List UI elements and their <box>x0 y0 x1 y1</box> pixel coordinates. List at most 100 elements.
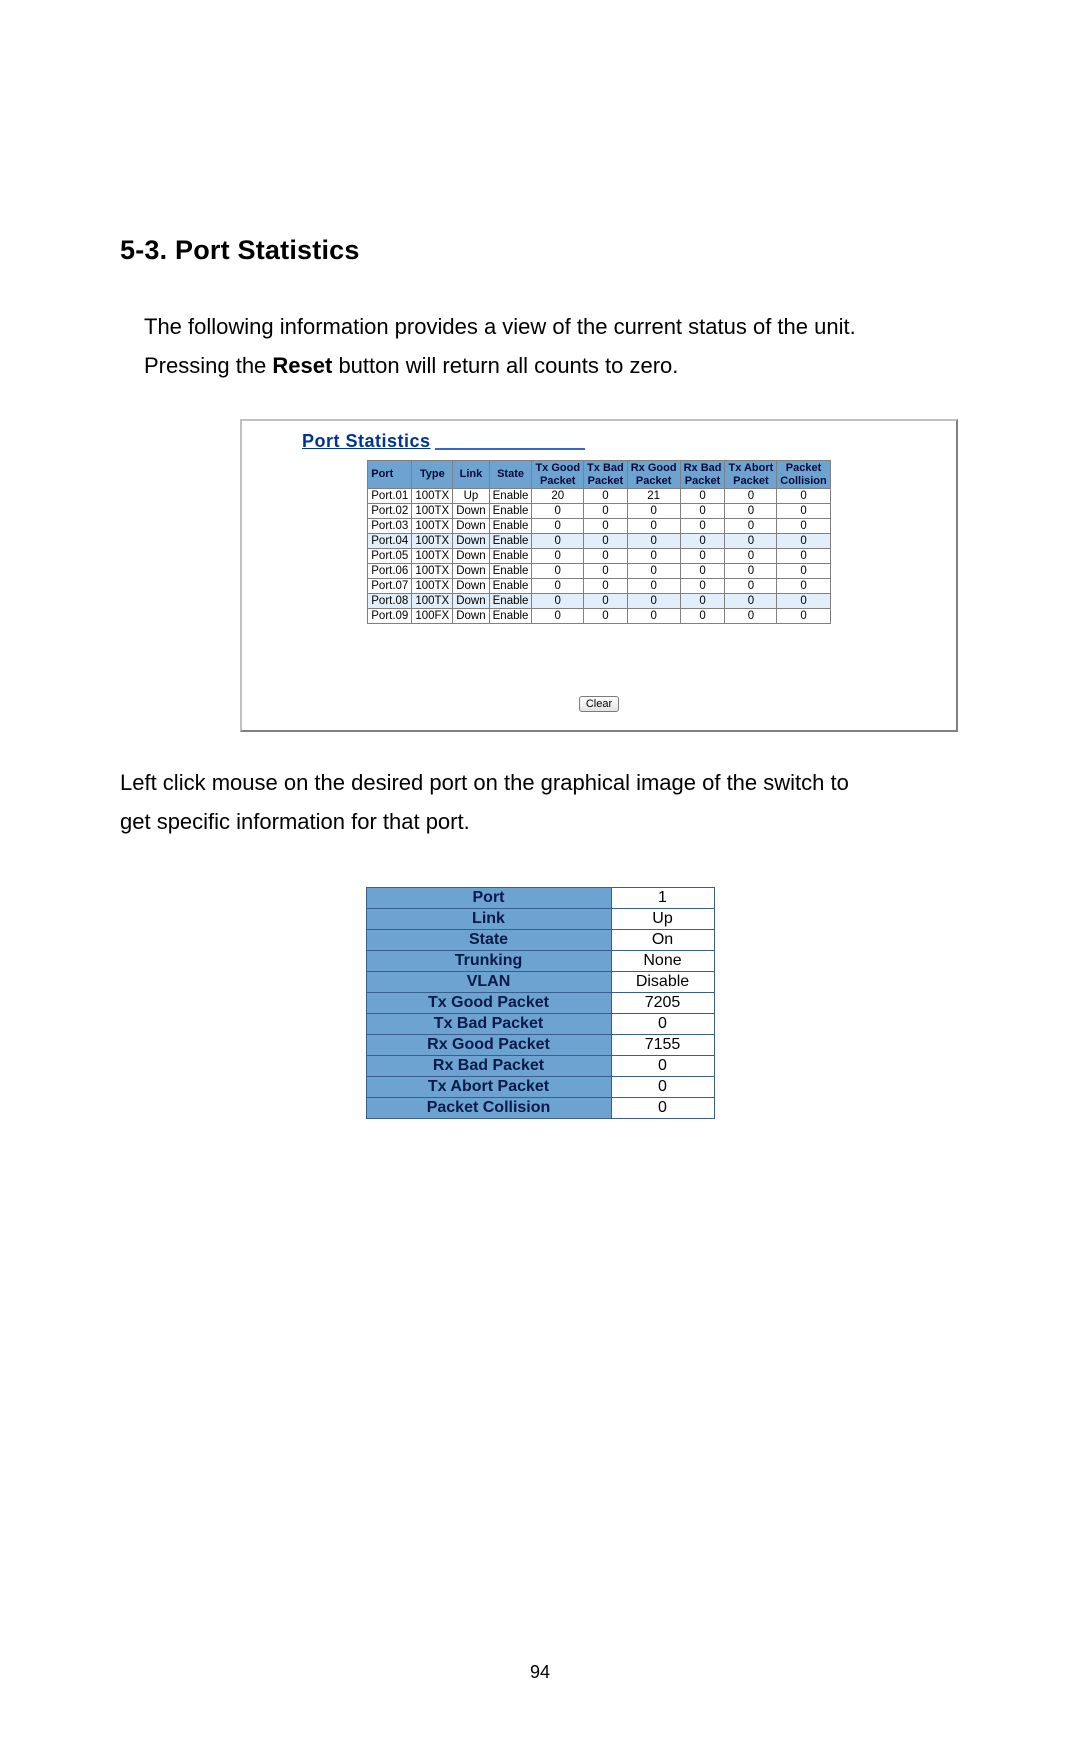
paragraph-2: Left click mouse on the desired port on … <box>120 764 960 841</box>
detail-label: VLAN <box>366 972 611 993</box>
stats-title-underline <box>435 448 585 450</box>
col-type: Type <box>412 461 453 489</box>
cell-txabort: 0 <box>725 504 777 519</box>
reset-word: Reset <box>272 353 332 378</box>
stats-table: Port Type Link State Tx GoodPacket Tx Ba… <box>367 460 831 624</box>
col-txbad-l1: Tx Bad <box>587 462 624 474</box>
cell-txabort: 0 <box>725 489 777 504</box>
detail-value: None <box>611 951 714 972</box>
cell-state: Enable <box>489 579 532 594</box>
cell-type: 100TX <box>412 594 453 609</box>
cell-state: Enable <box>489 564 532 579</box>
detail-value: On <box>611 930 714 951</box>
detail-value: 0 <box>611 1056 714 1077</box>
cell-port: Port.08 <box>368 594 412 609</box>
cell-collision: 0 <box>777 489 830 504</box>
cell-state: Enable <box>489 534 532 549</box>
detail-value: 0 <box>611 1077 714 1098</box>
table-row[interactable]: Port.08100TXDownEnable000000 <box>368 594 831 609</box>
cell-rxgood: 0 <box>627 594 680 609</box>
para2-line-2: get specific information for that port. <box>120 809 470 834</box>
cell-state: Enable <box>489 549 532 564</box>
cell-txabort: 0 <box>725 534 777 549</box>
table-row[interactable]: Port.07100TXDownEnable000000 <box>368 579 831 594</box>
table-row[interactable]: Port.04100TXDownEnable000000 <box>368 534 831 549</box>
col-txgood-l1: Tx Good <box>535 462 580 474</box>
cell-rxgood: 0 <box>627 504 680 519</box>
section-heading: 5-3. Port Statistics <box>120 235 960 266</box>
stats-title-row: Port Statistics <box>302 431 956 452</box>
detail-value: 0 <box>611 1014 714 1035</box>
col-collision: PacketCollision <box>777 461 830 489</box>
clear-button-wrap: Clear <box>242 694 956 712</box>
cell-rxgood: 0 <box>627 519 680 534</box>
cell-port: Port.06 <box>368 564 412 579</box>
cell-rxbad: 0 <box>680 519 725 534</box>
cell-collision: 0 <box>777 504 830 519</box>
col-rxgood-l1: Rx Good <box>631 462 677 474</box>
detail-row: TrunkingNone <box>366 951 714 972</box>
cell-collision: 0 <box>777 564 830 579</box>
cell-txbad: 0 <box>584 519 628 534</box>
detail-value: 7205 <box>611 993 714 1014</box>
table-row[interactable]: Port.06100TXDownEnable000000 <box>368 564 831 579</box>
cell-txabort: 0 <box>725 609 777 624</box>
intro-paragraph: The following information provides a vie… <box>144 308 960 385</box>
cell-txbad: 0 <box>584 564 628 579</box>
stats-thead: Port Type Link State Tx GoodPacket Tx Ba… <box>368 461 831 489</box>
cell-port: Port.05 <box>368 549 412 564</box>
col-collision-l1: Packet <box>786 462 821 474</box>
col-rxbad: Rx BadPacket <box>680 461 725 489</box>
cell-txabort: 0 <box>725 579 777 594</box>
col-state: State <box>489 461 532 489</box>
stats-title: Port Statistics <box>302 431 431 452</box>
table-row[interactable]: Port.09100FXDownEnable000000 <box>368 609 831 624</box>
cell-collision: 0 <box>777 594 830 609</box>
cell-link: Up <box>453 489 489 504</box>
cell-link: Down <box>453 594 489 609</box>
col-rxbad-l1: Rx Bad <box>684 462 722 474</box>
cell-port: Port.01 <box>368 489 412 504</box>
detail-value: 0 <box>611 1098 714 1119</box>
table-row[interactable]: Port.02100TXDownEnable000000 <box>368 504 831 519</box>
cell-port: Port.03 <box>368 519 412 534</box>
port-detail-wrap: Port1LinkUpStateOnTrunkingNoneVLANDisabl… <box>120 887 960 1119</box>
cell-txgood: 0 <box>532 504 584 519</box>
table-row[interactable]: Port.01100TXUpEnable20021000 <box>368 489 831 504</box>
cell-txbad: 0 <box>584 489 628 504</box>
cell-type: 100TX <box>412 534 453 549</box>
detail-label: Link <box>366 909 611 930</box>
stats-tbody: Port.01100TXUpEnable20021000Port.02100TX… <box>368 489 831 624</box>
clear-button[interactable]: Clear <box>579 696 619 712</box>
cell-txbad: 0 <box>584 549 628 564</box>
col-txabort-l1: Tx Abort <box>728 462 773 474</box>
detail-row: VLANDisable <box>366 972 714 993</box>
cell-port: Port.02 <box>368 504 412 519</box>
detail-label: Tx Good Packet <box>366 993 611 1014</box>
cell-port: Port.09 <box>368 609 412 624</box>
cell-collision: 0 <box>777 519 830 534</box>
cell-txabort: 0 <box>725 519 777 534</box>
detail-row: Tx Abort Packet0 <box>366 1077 714 1098</box>
cell-txbad: 0 <box>584 534 628 549</box>
detail-row: Packet Collision0 <box>366 1098 714 1119</box>
cell-rxbad: 0 <box>680 534 725 549</box>
table-row[interactable]: Port.03100TXDownEnable000000 <box>368 519 831 534</box>
cell-link: Down <box>453 564 489 579</box>
col-txgood-l2: Packet <box>540 475 575 487</box>
cell-state: Enable <box>489 519 532 534</box>
cell-rxgood: 0 <box>627 564 680 579</box>
cell-link: Down <box>453 519 489 534</box>
table-row[interactable]: Port.05100TXDownEnable000000 <box>368 549 831 564</box>
cell-rxbad: 0 <box>680 594 725 609</box>
cell-state: Enable <box>489 489 532 504</box>
cell-link: Down <box>453 579 489 594</box>
stats-header-row: Port Type Link State Tx GoodPacket Tx Ba… <box>368 461 831 489</box>
cell-type: 100TX <box>412 579 453 594</box>
col-rxgood-l2: Packet <box>636 475 671 487</box>
cell-rxbad: 0 <box>680 504 725 519</box>
detail-value: 7155 <box>611 1035 714 1056</box>
detail-label: Rx Good Packet <box>366 1035 611 1056</box>
cell-collision: 0 <box>777 579 830 594</box>
col-rxbad-l2: Packet <box>685 475 720 487</box>
